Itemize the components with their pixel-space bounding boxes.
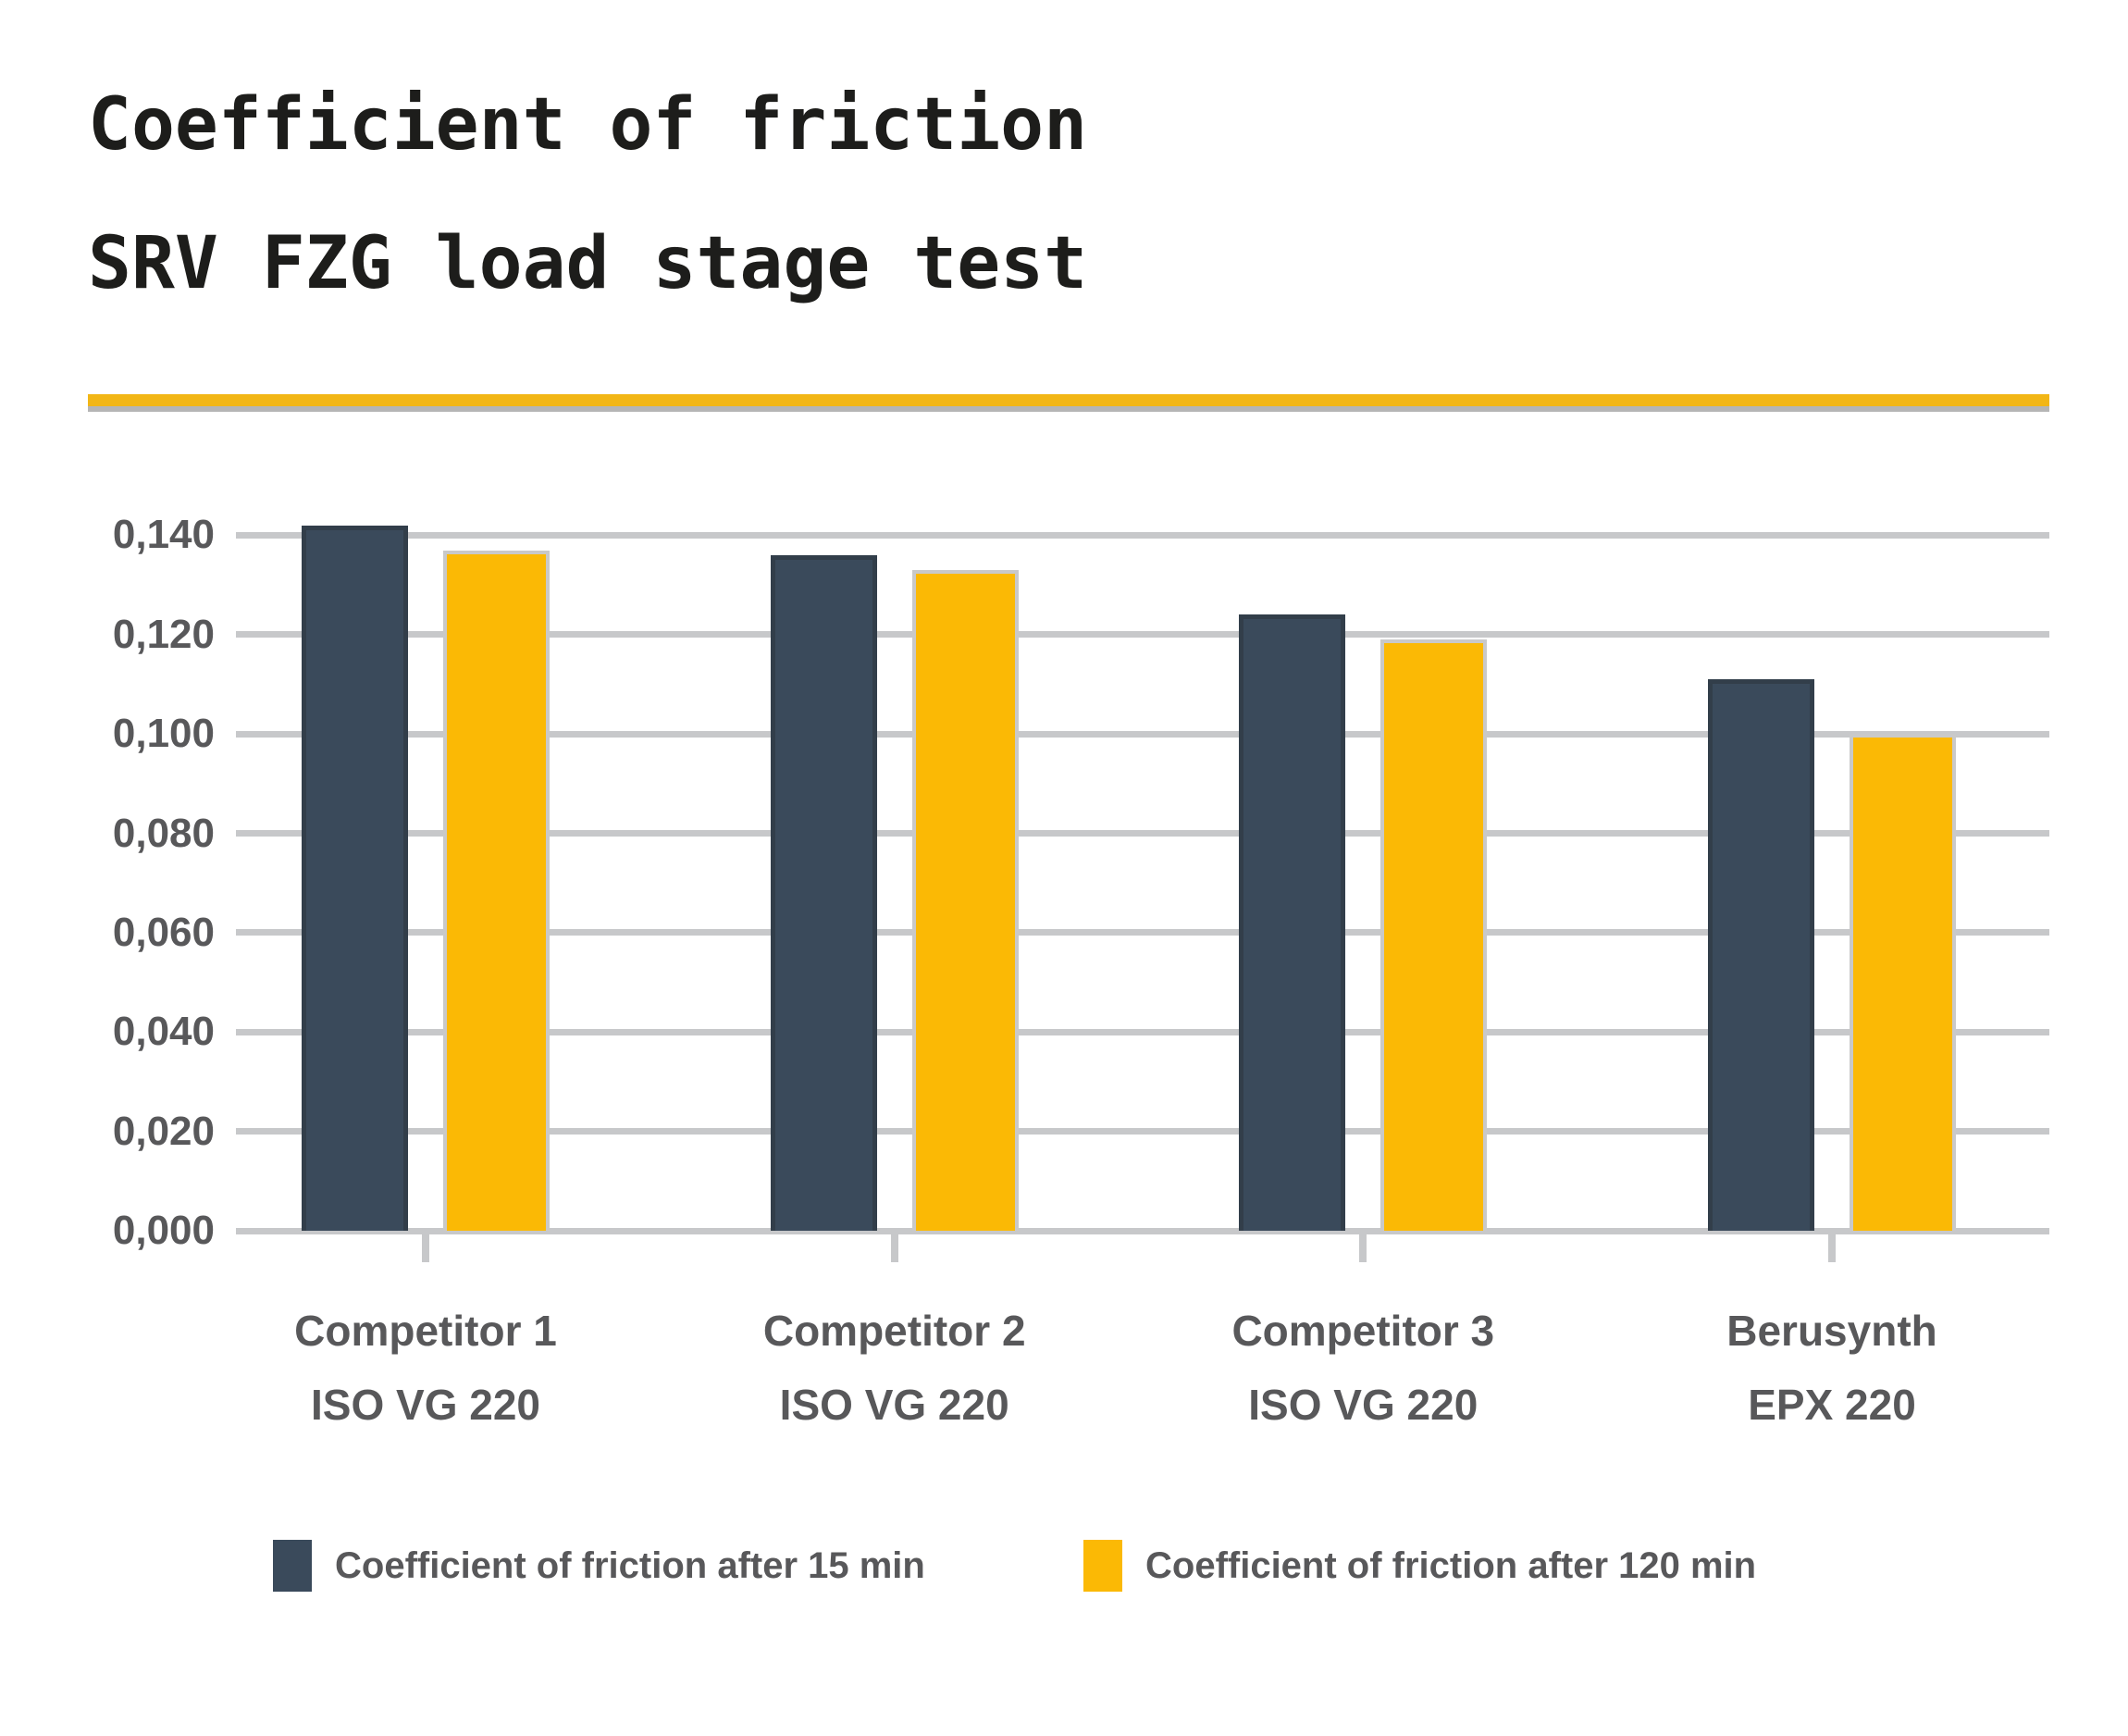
bar-after-120-min bbox=[1850, 734, 1956, 1231]
bar-after-120-min bbox=[443, 550, 550, 1231]
bar-after-15-min bbox=[770, 554, 877, 1231]
title-divider bbox=[88, 394, 2049, 406]
x-axis-tick bbox=[890, 1234, 898, 1262]
y-axis-tick-label: 0,140 bbox=[112, 512, 215, 558]
y-axis-tick-label: 0,100 bbox=[112, 711, 215, 757]
legend-swatch-after-120-min bbox=[1083, 1540, 1122, 1592]
x-axis-tick bbox=[422, 1234, 429, 1262]
bar-after-15-min bbox=[1708, 679, 1814, 1231]
gridline bbox=[236, 730, 2049, 738]
gridline bbox=[236, 1227, 2049, 1234]
category-label: Berusynth bbox=[1726, 1307, 1937, 1355]
chart-title-line2: SRV FZG load stage test bbox=[88, 222, 1088, 305]
chart-title-line1: Coefficient of friction bbox=[88, 83, 1088, 167]
y-axis-tick-label: 0,060 bbox=[112, 909, 215, 955]
category-label: Competitor 3 bbox=[1231, 1307, 1495, 1355]
y-axis-tick-label: 0,040 bbox=[112, 1009, 215, 1055]
legend-swatch-after-15-min bbox=[273, 1540, 312, 1592]
y-axis-tick-label: 0,120 bbox=[112, 611, 215, 657]
bar-after-15-min bbox=[302, 525, 408, 1231]
gridline bbox=[236, 631, 2049, 639]
bar-after-15-min bbox=[1239, 614, 1346, 1231]
gridline bbox=[236, 531, 2049, 539]
category-sublabel: EPX 220 bbox=[1748, 1381, 1916, 1429]
gridline bbox=[236, 1128, 2049, 1135]
category-label: Competitor 1 bbox=[294, 1307, 557, 1355]
category-sublabel: ISO VG 220 bbox=[310, 1381, 540, 1429]
gridline bbox=[236, 830, 2049, 837]
y-axis-tick-label: 0,020 bbox=[112, 1108, 215, 1154]
bar-after-120-min bbox=[1380, 639, 1488, 1231]
chart-title: Coefficient of friction SRV FZG load stag… bbox=[88, 56, 1087, 333]
bar-after-120-min bbox=[911, 570, 1019, 1231]
y-axis-tick-label: 0,080 bbox=[112, 810, 215, 856]
legend-label-after-15-min: Coefficient of friction after 15 min bbox=[335, 1545, 925, 1586]
gridline bbox=[236, 1028, 2049, 1035]
y-axis-tick-label: 0,000 bbox=[112, 1208, 215, 1253]
title-divider-shadow bbox=[88, 406, 2049, 412]
category-label: Competitor 2 bbox=[762, 1307, 1026, 1355]
x-axis-tick bbox=[1359, 1234, 1367, 1262]
chart-legend: Coefficient of friction after 15 min Coe… bbox=[0, 1529, 2128, 1603]
category-sublabel: ISO VG 220 bbox=[1248, 1381, 1478, 1429]
category-sublabel: ISO VG 220 bbox=[779, 1381, 1009, 1429]
legend-label-after-120-min: Coefficient of friction after 120 min bbox=[1145, 1545, 1757, 1586]
gridline bbox=[236, 929, 2049, 936]
x-axis-tick bbox=[1828, 1234, 1836, 1262]
